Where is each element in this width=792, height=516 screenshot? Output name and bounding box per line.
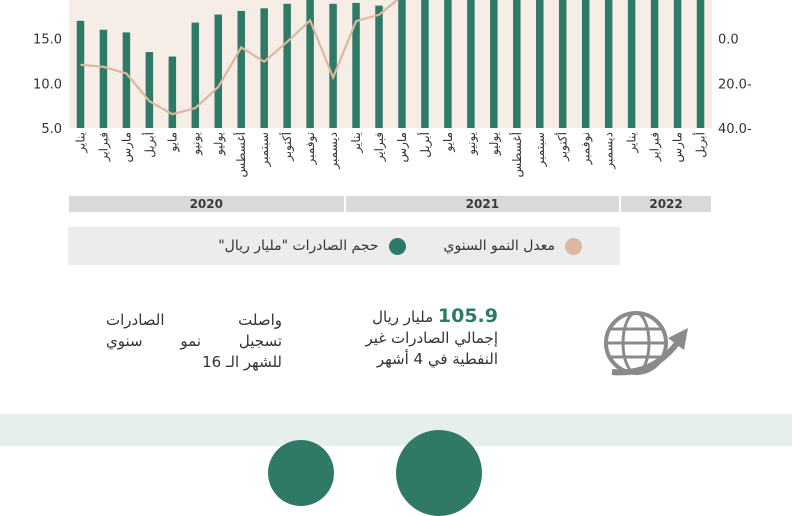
bar — [581, 0, 590, 128]
bar — [536, 0, 544, 128]
bar — [122, 32, 131, 129]
bar — [696, 0, 705, 128]
legend-growth-label: معدل النمو السنوي — [443, 238, 555, 254]
bar — [306, 0, 314, 128]
month-label: مايو — [441, 132, 456, 153]
legend-volume: حجم الصادرات "مليار ريال" — [218, 237, 406, 255]
month-label: أبريل — [417, 132, 433, 158]
month-label: أبريل — [141, 132, 157, 158]
right-tick-label: 20.0 — [718, 0, 747, 3]
legend-volume-label: حجم الصادرات "مليار ريال" — [218, 238, 379, 254]
month-label: يونيو — [464, 132, 479, 156]
month-labels: يناير فبراير مارس أبريل مايو يونيو يوليو أغسطس س… — [73, 132, 708, 177]
bar — [467, 0, 475, 128]
bar — [191, 22, 200, 128]
total-value: 105.9 — [437, 305, 498, 327]
growth-note-line2: تسجيل نمو سنوي — [106, 332, 282, 350]
year-label-2021: 2021 — [345, 196, 620, 212]
month-label: سبتمبر — [257, 132, 272, 167]
month-label: يناير — [73, 132, 88, 154]
month-label: فبراير — [372, 132, 387, 162]
month-label: نوفمبر — [303, 132, 318, 165]
growth-note-line3: للشهر الـ 16 — [202, 353, 282, 371]
bottom-band — [0, 414, 792, 446]
bar — [627, 0, 636, 128]
legend: معدل النمو السنوي حجم الصادرات "مليار ري… — [68, 227, 620, 265]
total-unit: مليار ريال — [372, 308, 434, 326]
month-label: نوفمبر — [579, 132, 594, 165]
growth-line — [80, 0, 399, 116]
bar — [352, 2, 360, 128]
month-label: يناير — [349, 132, 364, 154]
bar — [329, 3, 337, 128]
total-note: 105.9 مليار ريال إجمالي الصادرات غير الن… — [300, 306, 498, 370]
left-tick-label: 5.0 — [41, 122, 62, 137]
left-tick-label: 10.0 — [33, 77, 62, 92]
month-label: يوليو — [487, 132, 502, 156]
bar — [650, 0, 659, 128]
bar — [76, 20, 85, 128]
month-label: أكتوبر — [555, 132, 571, 162]
growth-note-line1: واصلت الصادرات — [106, 311, 282, 329]
month-label: ديسمبر — [602, 132, 617, 170]
month-label: مارس — [395, 132, 410, 163]
growth-dot-icon — [565, 237, 582, 255]
globe-arrow-icon — [604, 311, 688, 376]
volume-dot-icon — [388, 237, 406, 255]
plot-area — [69, 0, 712, 128]
bar — [237, 10, 245, 128]
exports-chart: 20.0 15.0 10.0 5.0 20.0 0.0 20.0- 40.0- يناير ف… — [33, 0, 752, 177]
month-label: مارس — [671, 132, 686, 163]
bar — [398, 0, 406, 128]
month-label: يوليو — [211, 132, 226, 156]
bar — [145, 52, 154, 128]
growth-note: واصلت الصادرات تسجيل نمو سنوي للشهر الـ … — [106, 310, 282, 373]
month-label: فبراير — [648, 132, 663, 162]
month-label: مايو — [165, 132, 180, 153]
bar — [214, 14, 223, 128]
bar — [375, 5, 383, 128]
right-tick-label: 20.0- — [718, 77, 752, 92]
bottom-circle-1 — [268, 440, 334, 506]
left-axis: 20.0 15.0 10.0 5.0 — [33, 0, 62, 137]
month-label: أغسطس — [233, 132, 249, 177]
month-label: مارس — [119, 132, 134, 163]
month-label: أبريل — [693, 132, 709, 158]
bar — [490, 0, 498, 128]
bars — [76, 0, 705, 129]
bar — [444, 0, 452, 128]
left-tick-label: 15.0 — [33, 33, 62, 48]
bar — [673, 0, 682, 128]
month-label: أكتوبر — [279, 132, 295, 162]
total-line1: إجمالي الصادرات غير — [365, 329, 498, 347]
month-label: أغسطس — [509, 132, 525, 177]
left-tick-label: 20.0 — [33, 0, 62, 3]
month-label: يونيو — [188, 132, 203, 156]
right-tick-label: 0.0 — [718, 33, 739, 48]
bar — [421, 0, 429, 128]
total-line2: النفطية في 4 أشهر — [376, 350, 498, 368]
month-label: يناير — [625, 132, 640, 154]
year-label-2020: 2020 — [69, 196, 344, 212]
month-label: ديسمبر — [326, 132, 341, 170]
bar — [558, 0, 567, 128]
month-label: فبراير — [96, 132, 111, 162]
bar — [99, 29, 108, 128]
month-label: سبتمبر — [533, 132, 548, 167]
bar — [283, 3, 291, 128]
right-tick-label: 40.0- — [718, 122, 752, 137]
bar — [604, 0, 613, 128]
bottom-circle-2 — [396, 430, 482, 516]
bar — [513, 0, 521, 128]
bar — [168, 56, 177, 128]
bar — [260, 8, 268, 128]
year-label-2022: 2022 — [621, 196, 711, 212]
right-axis: 20.0 0.0 20.0- 40.0- — [718, 0, 752, 137]
legend-growth: معدل النمو السنوي — [443, 237, 582, 255]
